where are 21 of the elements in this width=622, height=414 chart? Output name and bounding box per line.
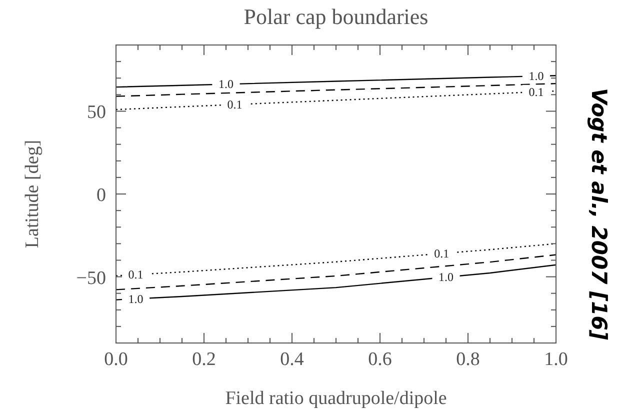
- x-tick-label: 0.6: [368, 349, 392, 370]
- x-tick-label: 0.0: [104, 349, 128, 370]
- text: Vogt et al., 2007 [16]: [587, 88, 611, 340]
- x-tick-label: 1.0: [544, 349, 568, 370]
- x-tick-label: 0.8: [456, 349, 480, 370]
- y-tick-label: −50: [76, 268, 106, 289]
- annotation: 1.0: [438, 270, 454, 284]
- annotation: 1.0: [218, 77, 234, 92]
- chart-title: Polar cap boundaries: [244, 4, 428, 29]
- annotation: 1.0: [128, 292, 144, 306]
- annotation: 1.0: [528, 69, 544, 84]
- y-tick-label: 50: [87, 102, 106, 124]
- x-axis-title: Field ratio quadrupole/dipole: [225, 388, 447, 409]
- y-axis-title: Latitude [deg]: [22, 140, 43, 248]
- annotation: 0.1: [434, 246, 450, 260]
- annotation: 0.1: [227, 98, 242, 112]
- y-tick-label: 0: [96, 185, 106, 206]
- annotation: 0.1: [528, 84, 544, 99]
- annotation: 0.1: [128, 268, 144, 282]
- x-tick-label: 0.4: [280, 349, 304, 370]
- x-tick-label: 0.2: [192, 349, 216, 370]
